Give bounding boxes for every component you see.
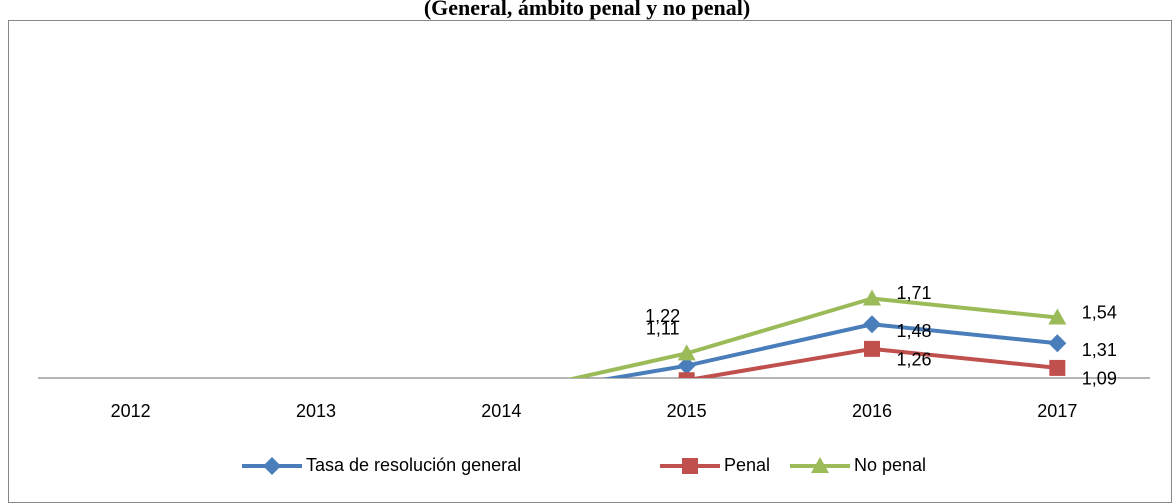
chart-title: (General, ámbito penal y no penal)	[424, 0, 750, 20]
x-tick-label: 2016	[852, 401, 892, 421]
marker	[677, 356, 696, 375]
marker	[1049, 359, 1066, 376]
legend-label: Penal	[724, 455, 770, 475]
marker	[1048, 308, 1067, 325]
legend-label: No penal	[854, 455, 926, 475]
marker	[811, 457, 829, 473]
x-tick-label: 2014	[481, 401, 521, 421]
legend-item: Penal	[660, 455, 770, 475]
marker	[864, 340, 880, 357]
marker	[263, 457, 281, 475]
legend-item: Tasa de resolución general	[242, 455, 521, 475]
legend-item: No penal	[790, 455, 926, 475]
marker	[1048, 334, 1067, 353]
marker	[863, 315, 881, 334]
plot-area	[492, 289, 1067, 402]
x-tick-label: 2012	[111, 401, 151, 421]
data-label: 1,48	[896, 321, 931, 341]
x-tick-label: 2013	[296, 401, 336, 421]
data-label: 1,31	[1082, 340, 1117, 360]
series-line	[567, 296, 1058, 378]
legend-label: Tasa de resolución general	[306, 455, 521, 475]
marker	[677, 344, 696, 361]
series-line	[601, 322, 1058, 378]
data-label: 1,54	[1082, 302, 1117, 322]
marker	[492, 386, 510, 402]
data-label: 1,22	[645, 306, 680, 326]
x-tick-label: 2015	[667, 401, 707, 421]
marker	[682, 458, 698, 474]
marker	[678, 372, 695, 378]
chart-border	[8, 20, 1172, 503]
x-tick-label: 2017	[1037, 401, 1077, 421]
data-label: 1,09	[1082, 369, 1117, 389]
data-label: 1,71	[896, 283, 931, 303]
marker	[863, 289, 881, 306]
data-label: 1,11	[646, 318, 680, 338]
data-label: 1,26	[896, 350, 931, 370]
